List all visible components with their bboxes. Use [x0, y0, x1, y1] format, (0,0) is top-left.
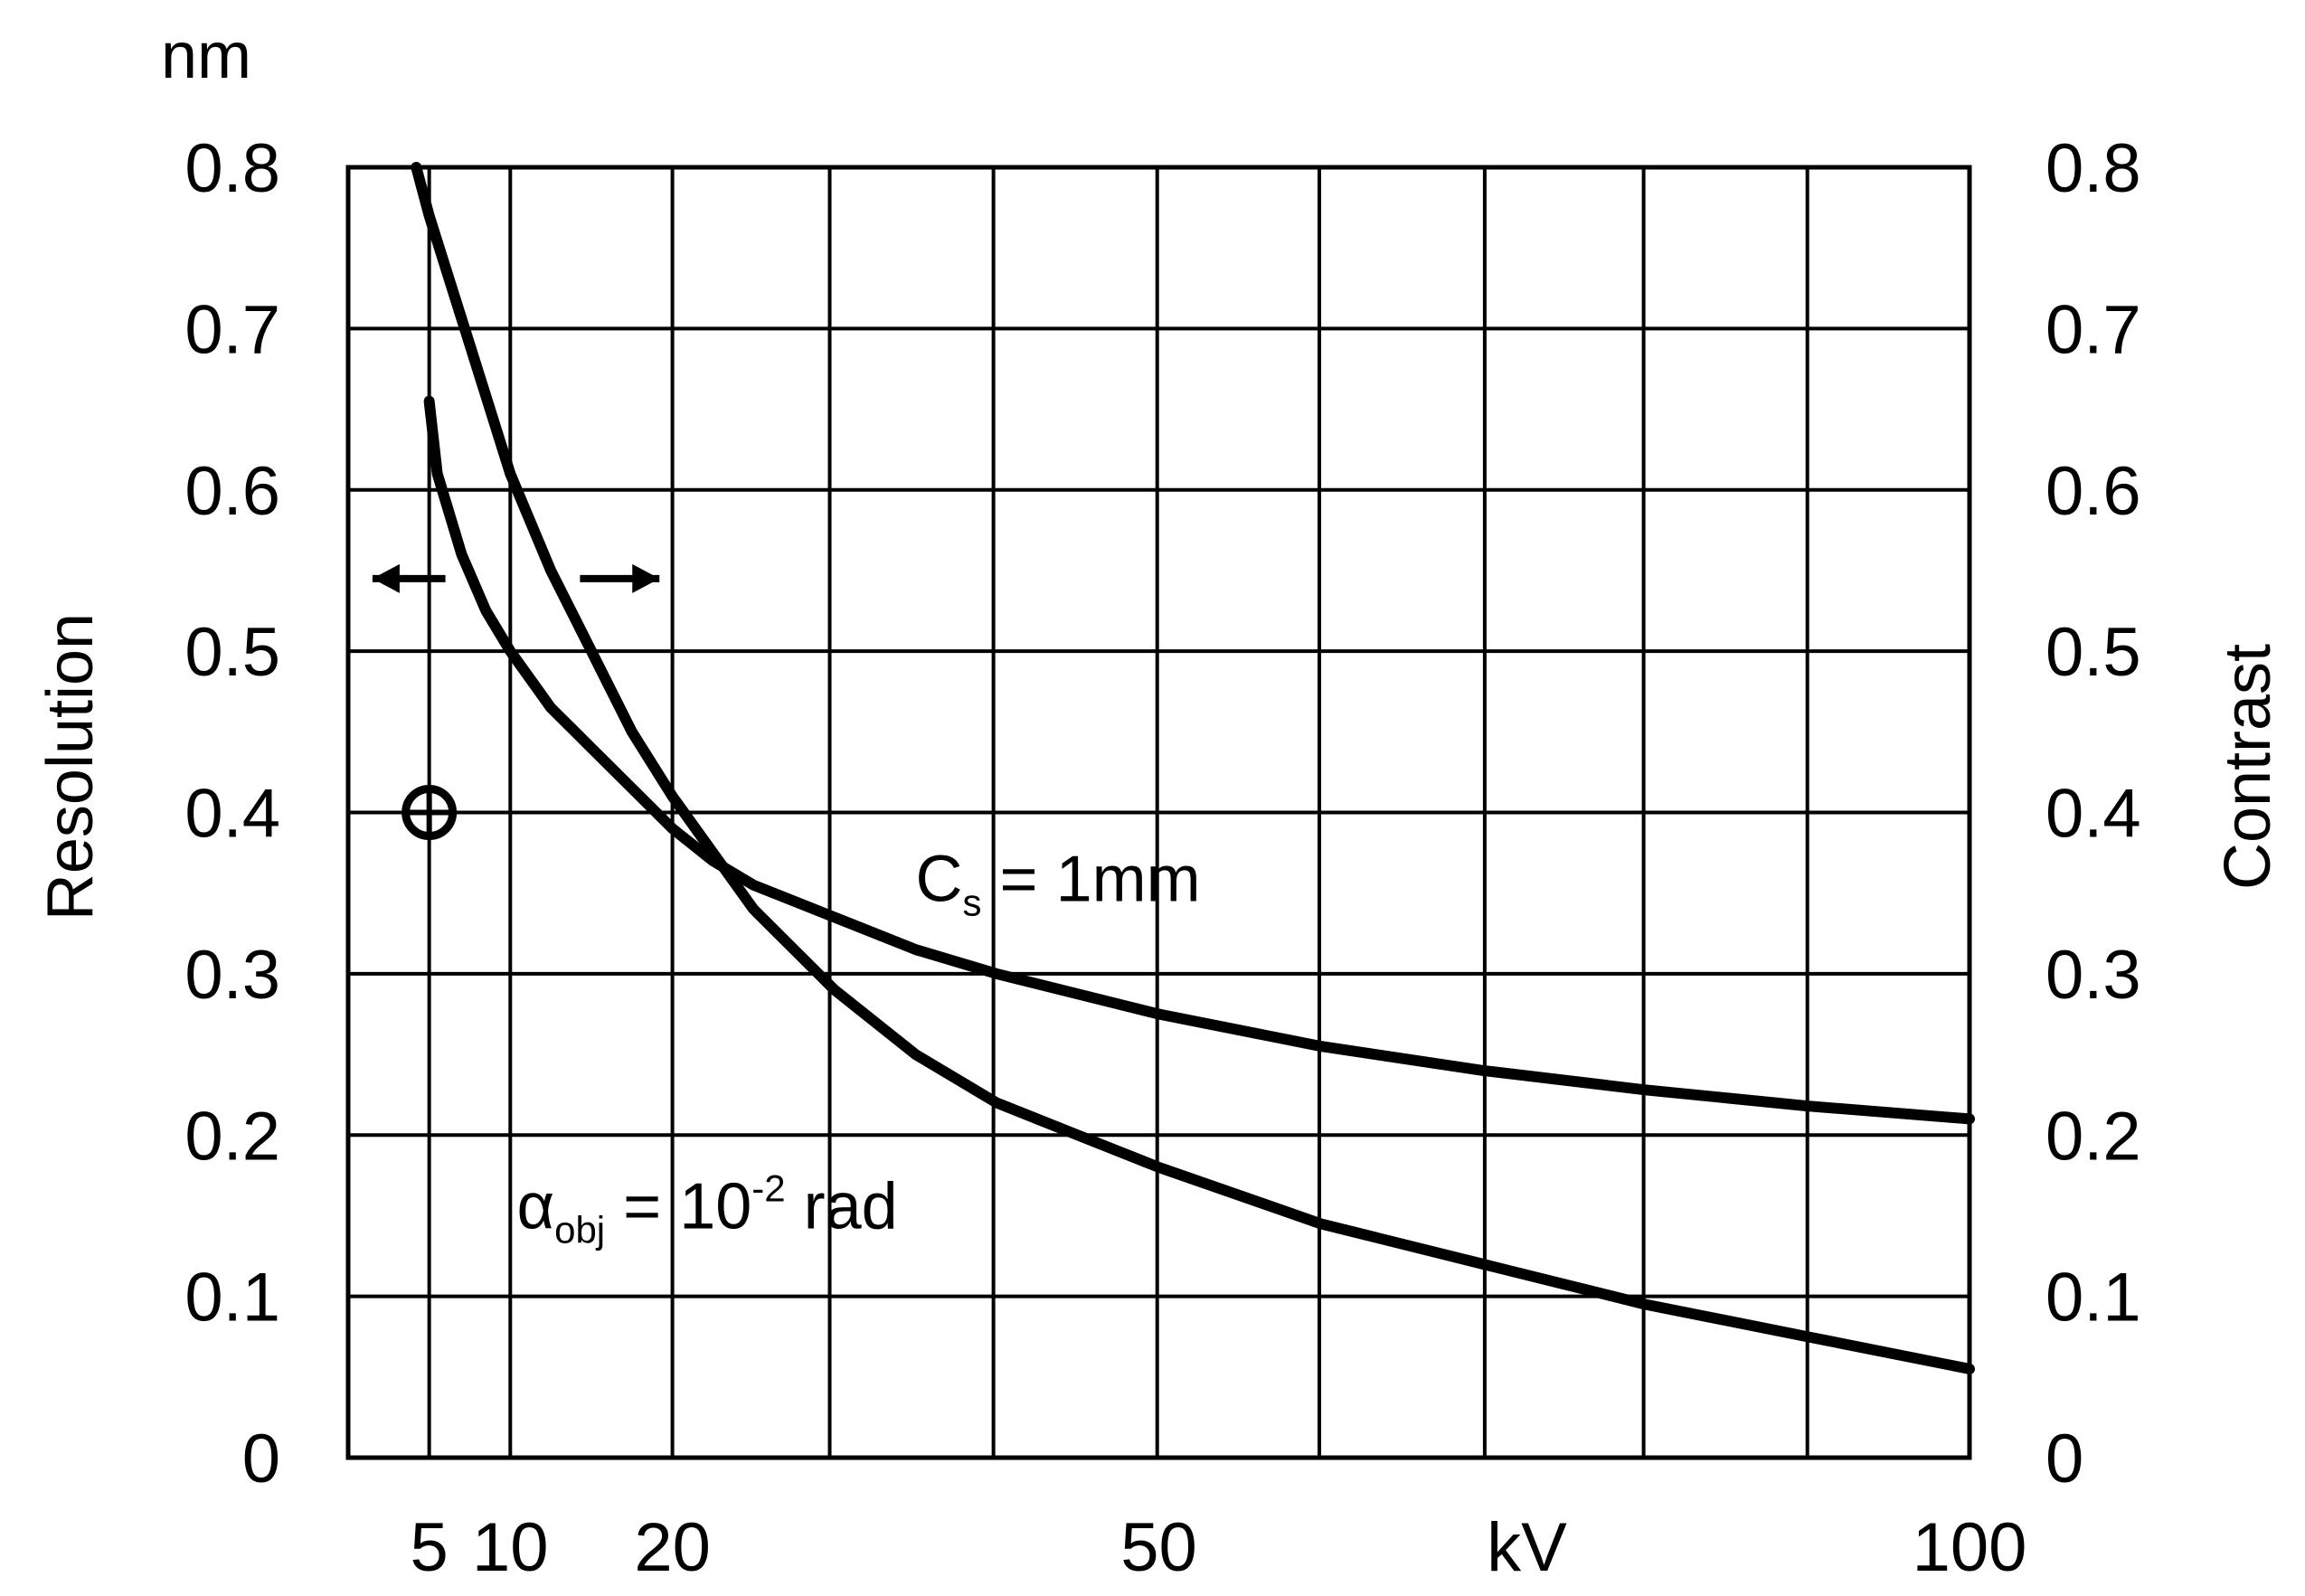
- alpha-annotation-sub: obj: [554, 1209, 605, 1251]
- left-tick-label-4: 0.4: [184, 776, 280, 853]
- right-tick-label-3: 0.3: [2045, 937, 2141, 1014]
- left-tick-label-5: 0.5: [184, 614, 280, 691]
- x-tick-label-0: 5: [411, 1509, 449, 1586]
- cs-annotation-sub: s: [963, 882, 982, 924]
- x-tick-label-1: 10: [472, 1509, 549, 1586]
- left-tick-label-8: 0.8: [184, 130, 280, 207]
- tick-labels: 0 0 0.1 0.1 0.2 0.2 0.3 0.3 0.4 0.4 0.5 0.5 0.6 0.6 0.…: [184, 130, 2140, 1586]
- x-tick-label-4: 100: [1913, 1509, 2027, 1586]
- alpha-annotation-sup: -2: [751, 1167, 785, 1210]
- right-tick-label-5: 0.5: [2045, 614, 2141, 691]
- crossed-circle-marker: [401, 785, 458, 840]
- right-tick-label-4: 0.4: [2045, 776, 2141, 853]
- cs-annotation: Cs = 1mm: [916, 844, 1201, 924]
- right-tick-label-8: 0.8: [2045, 130, 2141, 207]
- left-axis-title: Resolution: [34, 613, 107, 921]
- right-tick-label-0: 0: [2045, 1421, 2083, 1497]
- left-tick-label-3: 0.3: [184, 937, 280, 1014]
- x-axis-unit-label: kV: [1487, 1509, 1567, 1586]
- plot-frame: [345, 165, 1972, 1460]
- series-line-0: [411, 162, 1975, 1374]
- arrow-head-0: [372, 563, 400, 593]
- right-tick-label-6: 0.6: [2045, 453, 2141, 530]
- series-group: [411, 162, 1975, 1374]
- arrow-head-1: [632, 563, 660, 593]
- left-tick-label-1: 0.1: [184, 1260, 280, 1336]
- left-tick-label-7: 0.7: [184, 291, 280, 368]
- grid: [348, 165, 1971, 1459]
- right-tick-label-1: 0.1: [2045, 1260, 2141, 1336]
- x-tick-label-3: 50: [1120, 1509, 1197, 1586]
- arrow-markers: [372, 563, 660, 593]
- series-line-1: [423, 395, 1975, 1125]
- right-tick-label-7: 0.7: [2045, 291, 2141, 368]
- left-tick-label-6: 0.6: [184, 453, 280, 530]
- right-tick-label-2: 0.2: [2045, 1098, 2141, 1175]
- alpha-annotation-main: α: [516, 1171, 554, 1243]
- right-axis-title: Contrast: [2212, 644, 2284, 890]
- alpha-annotation-rest: = 10: [605, 1171, 751, 1243]
- cs-annotation-main: C: [916, 844, 963, 916]
- cs-annotation-rest: = 1mm: [982, 844, 1201, 916]
- y-unit-label: nm: [161, 20, 251, 92]
- x-tick-label-2: 20: [634, 1509, 711, 1586]
- alpha-annotation-tail: rad: [786, 1171, 898, 1243]
- left-tick-label-0: 0: [242, 1421, 280, 1497]
- alpha-annotation: αobj = 10-2 rad: [516, 1167, 897, 1251]
- left-tick-label-2: 0.2: [184, 1098, 280, 1175]
